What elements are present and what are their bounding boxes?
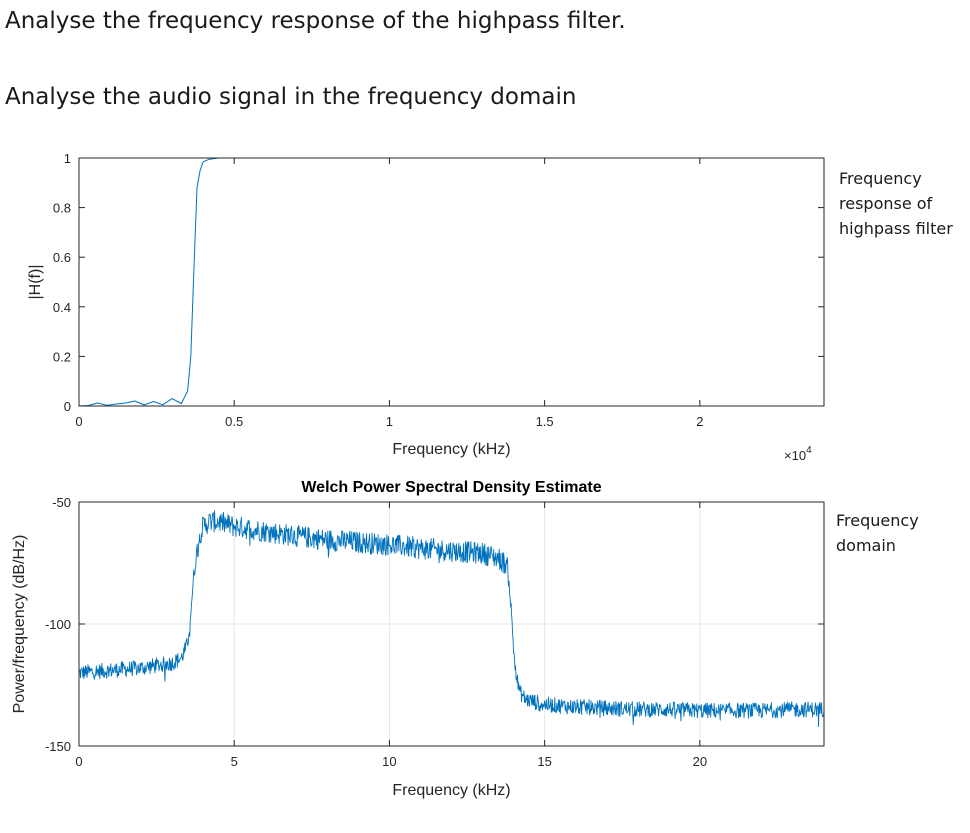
- x-axis-label: Frequency (kHz): [392, 782, 510, 799]
- y-tick-label: 0.2: [53, 349, 71, 364]
- x-tick-label: 5: [231, 754, 238, 769]
- y-tick-label: 0.6: [53, 250, 71, 265]
- y-axis-label: |H(f)|: [27, 265, 44, 300]
- y-tick-label: -100: [45, 617, 71, 632]
- heading-audio-frequency: Analyse the audio signal in the frequenc…: [5, 84, 577, 110]
- y-axis-label: Power/frequency (dB/Hz): [11, 535, 28, 714]
- y-tick-label: -150: [45, 739, 71, 754]
- x-tick-label: 1.5: [536, 414, 554, 429]
- heading-filter-response: Analyse the frequency response of the hi…: [5, 8, 626, 34]
- x-tick-label: 10: [382, 754, 396, 769]
- x-tick-label: 20: [693, 754, 707, 769]
- y-tick-label: 1: [64, 151, 71, 166]
- series-line: [78, 157, 824, 407]
- x-tick-label: 0.5: [225, 414, 243, 429]
- chart-title: Welch Power Spectral Density Estimate: [301, 479, 601, 496]
- y-tick-label: 0.8: [53, 201, 71, 216]
- welch-psd-chart: 0 5 10 15 20 -150 -100 -50 Frequency (kHz) Power/…: [11, 479, 825, 799]
- x-exponent-label: ×104: [784, 445, 812, 463]
- x-tick-label: 15: [537, 754, 551, 769]
- y-tick-label: 0: [64, 399, 71, 414]
- x-axis-label: Frequency (kHz): [392, 441, 510, 458]
- x-tick-label: 0: [75, 754, 82, 769]
- note-frequency-domain: Frequency domain: [836, 511, 919, 555]
- plot-frame: [78, 157, 825, 407]
- y-tick-label: -50: [52, 495, 71, 510]
- highpass-response-chart: 0 0.5 1 1.5 2 0 0.2 0.4 0.6 0.8 1 Frequency (kHz) |H…: [27, 151, 825, 463]
- x-tick-label: 1: [386, 414, 393, 429]
- x-tick-label: 0: [75, 414, 82, 429]
- y-tick-label: 0.4: [53, 300, 71, 315]
- note-filter-response: Frequency response of highpass filter: [839, 169, 953, 238]
- series-line: [78, 510, 825, 728]
- x-tick-label: 2: [696, 414, 703, 429]
